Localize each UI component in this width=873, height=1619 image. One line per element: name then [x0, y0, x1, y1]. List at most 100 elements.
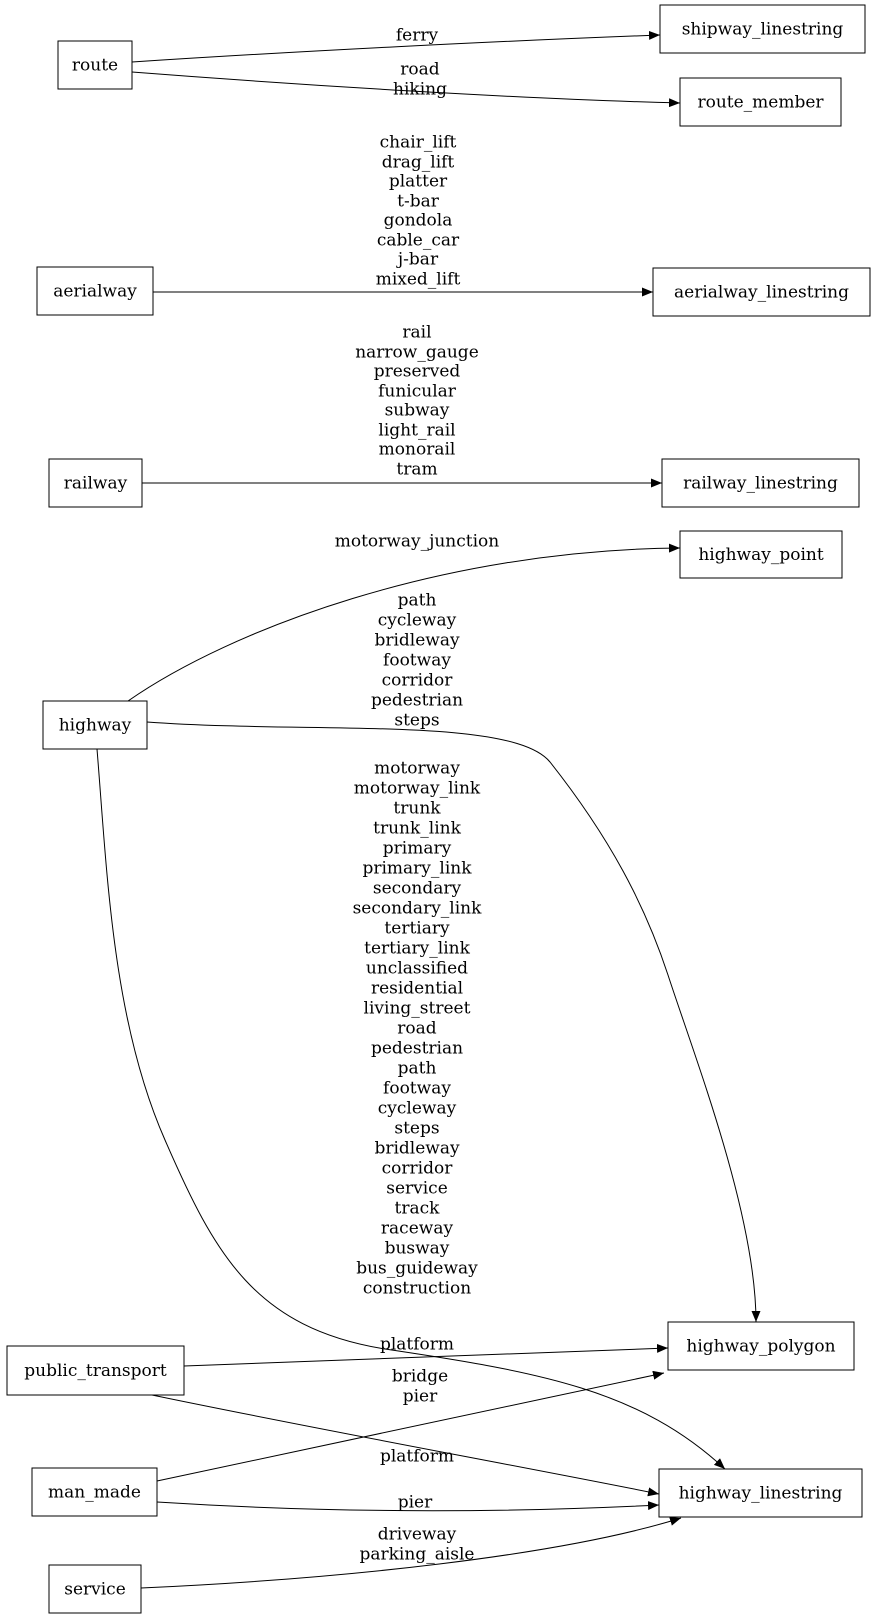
edge-label-railway-railway_linestring-1: narrow_gauge — [355, 343, 479, 363]
edge-label-highway-highway_linestring-24: busway — [385, 1239, 450, 1259]
node-man_made: man_made — [31, 1467, 158, 1517]
edge-man_made-to-highway_polygon — [156, 1370, 665, 1482]
edge-label-aerialway-aerialway_linestring-1: drag_lift — [382, 153, 455, 173]
edge-label-highway-highway_polygon-4: corridor — [382, 671, 454, 691]
edge-label-public_transport-highway_polygon-0: platform — [380, 1335, 454, 1355]
edge-label-highway-highway_linestring-20: corridor — [382, 1159, 454, 1179]
edge-label-highway-highway_linestring-8: tertiary — [384, 919, 450, 939]
node-box-railway — [48, 458, 143, 508]
edge-label-highway-highway_linestring-4: primary — [383, 839, 452, 859]
edge-public_transport-to-highway_polygon — [183, 1343, 669, 1367]
edge-label-highway-highway_linestring-10: unclassified — [366, 959, 468, 979]
node-route_member: route_member — [679, 77, 842, 127]
edge-label-highway-highway_linestring-15: path — [398, 1059, 437, 1079]
edge-label-railway-railway_linestring-3: funicular — [378, 382, 457, 402]
edge-label-service-highway_linestring-1: parking_aisle — [359, 1545, 474, 1565]
node-label-highway_point: highway_point — [698, 545, 824, 565]
edge-label-aerialway-aerialway_linestring-3: t-bar — [397, 192, 440, 212]
edge-label-highway-highway_polygon-6: steps — [394, 711, 439, 731]
node-label-railway_linestring: railway_linestring — [683, 474, 838, 494]
edge-label-highway-highway_linestring-5: primary_link — [362, 859, 472, 879]
node-box-public_transport — [6, 1345, 185, 1396]
edge-label-highway-highway_linestring-19: bridleway — [374, 1139, 460, 1159]
node-box-shipway_linestring — [659, 4, 866, 54]
edge-label-highway-highway_linestring-22: track — [395, 1199, 441, 1219]
node-highway: highway — [42, 700, 148, 750]
edge-label-highway-highway_polygon-0: path — [398, 591, 437, 611]
node-box-railway_linestring — [661, 458, 860, 508]
node-label-highway_polygon: highway_polygon — [686, 1337, 835, 1357]
edge-label-man_made-highway_polygon-0: bridge — [392, 1367, 448, 1387]
node-highway_polygon: highway_polygon — [667, 1321, 855, 1371]
node-label-shipway_linestring: shipway_linestring — [682, 20, 844, 40]
node-label-public_transport: public_transport — [24, 1361, 167, 1381]
node-box-highway_polygon — [667, 1321, 855, 1371]
edge-label-railway-railway_linestring-5: light_rail — [378, 421, 455, 441]
edge-highway-to-highway_polygon — [146, 721, 761, 1323]
edge-label-railway-railway_linestring-4: subway — [385, 401, 450, 421]
edge-label-highway-highway_polygon-5: pedestrian — [371, 691, 463, 711]
node-box-man_made — [31, 1467, 158, 1517]
edge-highway-to-highway_linestring — [96, 748, 726, 1470]
edge-label-highway-highway_linestring-16: footway — [383, 1079, 451, 1099]
node-public_transport: public_transport — [6, 1345, 185, 1396]
edge-man_made-to-highway_linestring — [156, 1501, 660, 1512]
edge-label-aerialway-aerialway_linestring-0: chair_lift — [380, 133, 457, 153]
node-highway_linestring: highway_linestring — [658, 1468, 863, 1518]
edge-label-route-route_member-1: hiking — [393, 80, 447, 100]
edge-label-highway-highway_linestring-14: pedestrian — [371, 1039, 463, 1059]
edge-label-highway-highway_linestring-26: construction — [363, 1279, 471, 1299]
edge-label-highway-highway_polygon-3: footway — [383, 651, 451, 671]
node-box-route — [57, 40, 133, 90]
edge-label-highway-highway_polygon-1: cycleway — [378, 611, 457, 631]
node-label-highway_linestring: highway_linestring — [679, 1484, 843, 1504]
edge-label-man_made-highway_linestring-0: pier — [398, 1493, 433, 1513]
node-aerialway: aerialway — [36, 266, 154, 316]
node-box-highway_point — [679, 530, 843, 579]
node-route: route — [57, 40, 133, 90]
edge-label-aerialway-aerialway_linestring-4: gondola — [384, 211, 453, 231]
edge-label-railway-railway_linestring-6: monorail — [379, 440, 456, 460]
edge-label-highway-highway_linestring-2: trunk — [393, 799, 441, 819]
node-label-aerialway: aerialway — [53, 282, 137, 302]
node-highway_point: highway_point — [679, 530, 843, 579]
edge-label-highway-highway_linestring-0: motorway — [374, 759, 460, 779]
edge-public_transport-to-highway_linestring — [151, 1394, 660, 1497]
edge-label-route-route_member-0: road — [400, 60, 439, 80]
node-box-aerialway — [36, 266, 154, 316]
node-label-aerialway_linestring: aerialway_linestring — [674, 283, 849, 303]
node-label-man_made: man_made — [48, 1483, 141, 1503]
node-aerialway_linestring: aerialway_linestring — [652, 267, 871, 317]
edge-label-highway-highway_linestring-23: raceway — [381, 1219, 454, 1239]
edge-label-highway-highway_polygon-2: bridleway — [374, 631, 460, 651]
edge-label-highway-highway_linestring-17: cycleway — [378, 1099, 457, 1119]
edge-label-highway-highway_linestring-11: residential — [371, 979, 463, 999]
edge-label-highway-highway_linestring-9: tertiary_link — [364, 939, 470, 959]
edge-route-to-route_member — [131, 71, 681, 108]
edge-label-highway-highway_linestring-18: steps — [394, 1119, 439, 1139]
edge-label-highway-highway_linestring-13: road — [397, 1019, 436, 1039]
edge-label-highway-highway_linestring-12: living_street — [364, 999, 471, 1019]
edge-label-man_made-highway_polygon-1: pier — [403, 1387, 438, 1407]
node-railway: railway — [48, 458, 143, 508]
node-railway_linestring: railway_linestring — [661, 458, 860, 508]
edge-label-aerialway-aerialway_linestring-2: platter — [389, 172, 448, 192]
edge-label-highway-highway_linestring-1: motorway_link — [354, 779, 481, 799]
edge-highway-to-highway_point — [127, 543, 681, 702]
node-shipway_linestring: shipway_linestring — [659, 4, 866, 54]
edge-route-to-shipway_linestring — [131, 30, 661, 63]
edge-label-aerialway-aerialway_linestring-7: mixed_lift — [376, 270, 461, 290]
edge-label-aerialway-aerialway_linestring-5: cable_car — [377, 231, 460, 251]
node-box-highway_linestring — [658, 1468, 863, 1518]
node-label-route_member: route_member — [697, 93, 824, 113]
edge-label-highway-highway_linestring-21: service — [386, 1179, 448, 1199]
edge-label-public_transport-highway_linestring-0: platform — [380, 1447, 454, 1467]
node-label-route: route — [72, 56, 118, 76]
edge-label-aerialway-aerialway_linestring-6: j-bar — [396, 250, 439, 270]
edge-label-railway-railway_linestring-0: rail — [402, 323, 431, 343]
node-box-aerialway_linestring — [652, 267, 871, 317]
edge-label-railway-railway_linestring-7: tram — [396, 460, 437, 480]
edge-label-highway-highway_linestring-7: secondary_link — [353, 899, 483, 919]
